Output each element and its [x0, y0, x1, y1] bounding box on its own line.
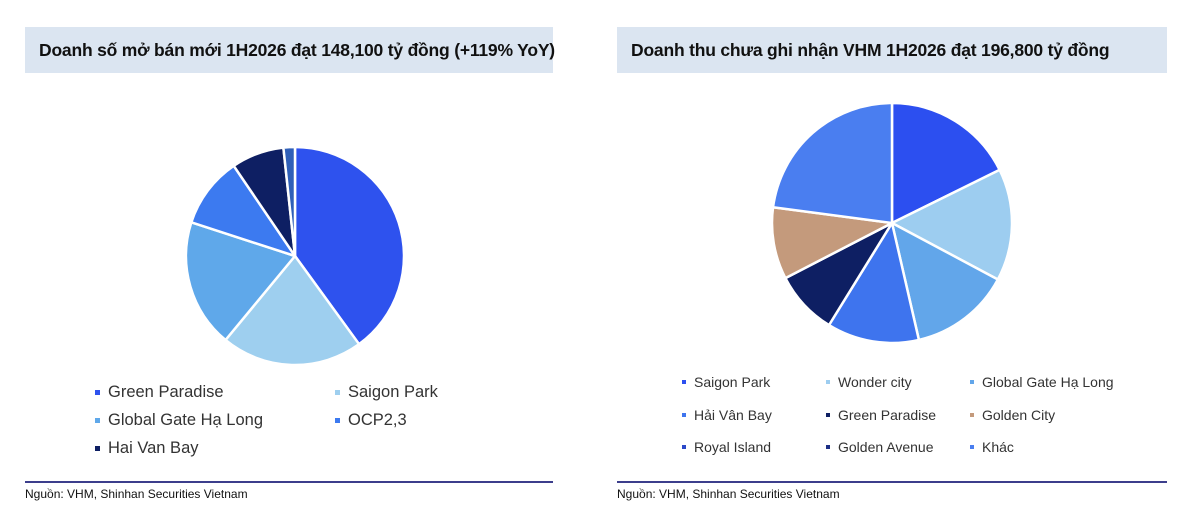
left-chart-panel: Doanh số mở bán mới 1H2026 đạt 148,100 t… — [25, 0, 555, 521]
legend-swatch — [682, 380, 686, 384]
pie-slice-khac — [771, 101, 894, 225]
right-source-divider — [617, 481, 1167, 483]
left-chart-title-bar: Doanh số mở bán mới 1H2026 đạt 148,100 t… — [25, 27, 555, 73]
pie-slice-green-paradise — [293, 145, 406, 346]
right-legend-item: Green Paradise — [826, 407, 936, 423]
pie-slice-saigon-park — [890, 101, 1001, 225]
legend-label: Global Gate Hạ Long — [108, 411, 264, 429]
legend-label: Saigon Park — [348, 383, 438, 401]
left-legend-item: OCP2,3 — [335, 411, 407, 430]
legend-label: Khác — [982, 439, 1014, 455]
legend-swatch — [826, 380, 830, 384]
pie-slice-other — [282, 145, 297, 258]
left-legend-item: Hai Van Bay — [95, 439, 199, 458]
legend-label: Green Paradise — [108, 383, 224, 401]
pie-slice-golden-city — [770, 205, 894, 280]
legend-label: Golden City — [982, 406, 1056, 423]
left-pie-chart — [184, 145, 406, 367]
legend-swatch — [682, 445, 686, 449]
right-chart-title-bar: Doanh thu chưa ghi nhận VHM 1H2026 đạt 1… — [617, 27, 1167, 73]
right-legend-item: Hải Vân Bay — [682, 407, 772, 423]
left-source-divider — [25, 481, 553, 483]
legend-label: Hải Vân Bay — [694, 406, 772, 423]
right-legend-item: Golden City — [970, 407, 1055, 423]
legend-label: Hai Van Bay — [108, 439, 199, 457]
pie-slice-global-gate-ha-long — [890, 221, 1000, 342]
legend-label: Royal Island — [694, 439, 772, 455]
pie-slice-ocp2-3 — [190, 164, 297, 258]
right-legend-item: Khác — [970, 439, 1014, 455]
right-legend-item: Wonder city — [826, 374, 912, 390]
legend-label: Golden Avenue — [838, 439, 934, 455]
right-chart-title: Doanh thu chưa ghi nhận VHM 1H2026 đạt 1… — [631, 39, 1110, 60]
legend-swatch — [335, 390, 340, 395]
legend-label: Global Gate Hạ Long — [982, 374, 1114, 390]
legend-swatch — [970, 412, 974, 417]
right-legend-item: Saigon Park — [682, 374, 770, 390]
legend-label: OCP2,3 — [348, 411, 407, 429]
left-legend-item: Saigon Park — [335, 383, 438, 402]
right-legend-item: Global Gate Hạ Long — [970, 374, 1114, 390]
right-chart-source: Nguồn: VHM, Shinhan Securities Vietnam — [617, 487, 840, 501]
legend-swatch — [970, 445, 974, 449]
legend-swatch — [335, 418, 340, 423]
legend-swatch — [682, 412, 686, 417]
left-legend-item: Global Gate Hạ Long — [95, 411, 263, 430]
legend-swatch — [95, 390, 100, 395]
legend-swatch — [95, 418, 100, 423]
legend-label: Green Paradise — [838, 406, 937, 423]
left-chart-title: Doanh số mở bán mới 1H2026 đạt 148,100 t… — [39, 39, 555, 60]
right-legend-item: Golden Avenue — [826, 439, 934, 455]
right-legend-item: Royal Island — [682, 439, 771, 455]
right-pie-chart — [770, 101, 1014, 345]
pie-slice-hai-van-bay — [827, 221, 921, 345]
legend-swatch — [826, 445, 830, 449]
left-legend-item: Green Paradise — [95, 383, 224, 402]
legend-label: Wonder city — [838, 374, 912, 390]
pie-slice-wonder-city — [890, 168, 1014, 281]
right-chart-panel: Doanh thu chưa ghi nhận VHM 1H2026 đạt 1… — [617, 0, 1167, 521]
legend-label: Saigon Park — [694, 374, 771, 390]
legend-swatch — [970, 380, 974, 384]
pie-slice-saigon-park — [224, 254, 361, 367]
legend-swatch — [826, 412, 830, 417]
left-chart-source: Nguồn: VHM, Shinhan Securities Vietnam — [25, 487, 248, 501]
pie-slice-global-gate-ha-long — [184, 221, 297, 342]
legend-swatch — [95, 446, 100, 451]
